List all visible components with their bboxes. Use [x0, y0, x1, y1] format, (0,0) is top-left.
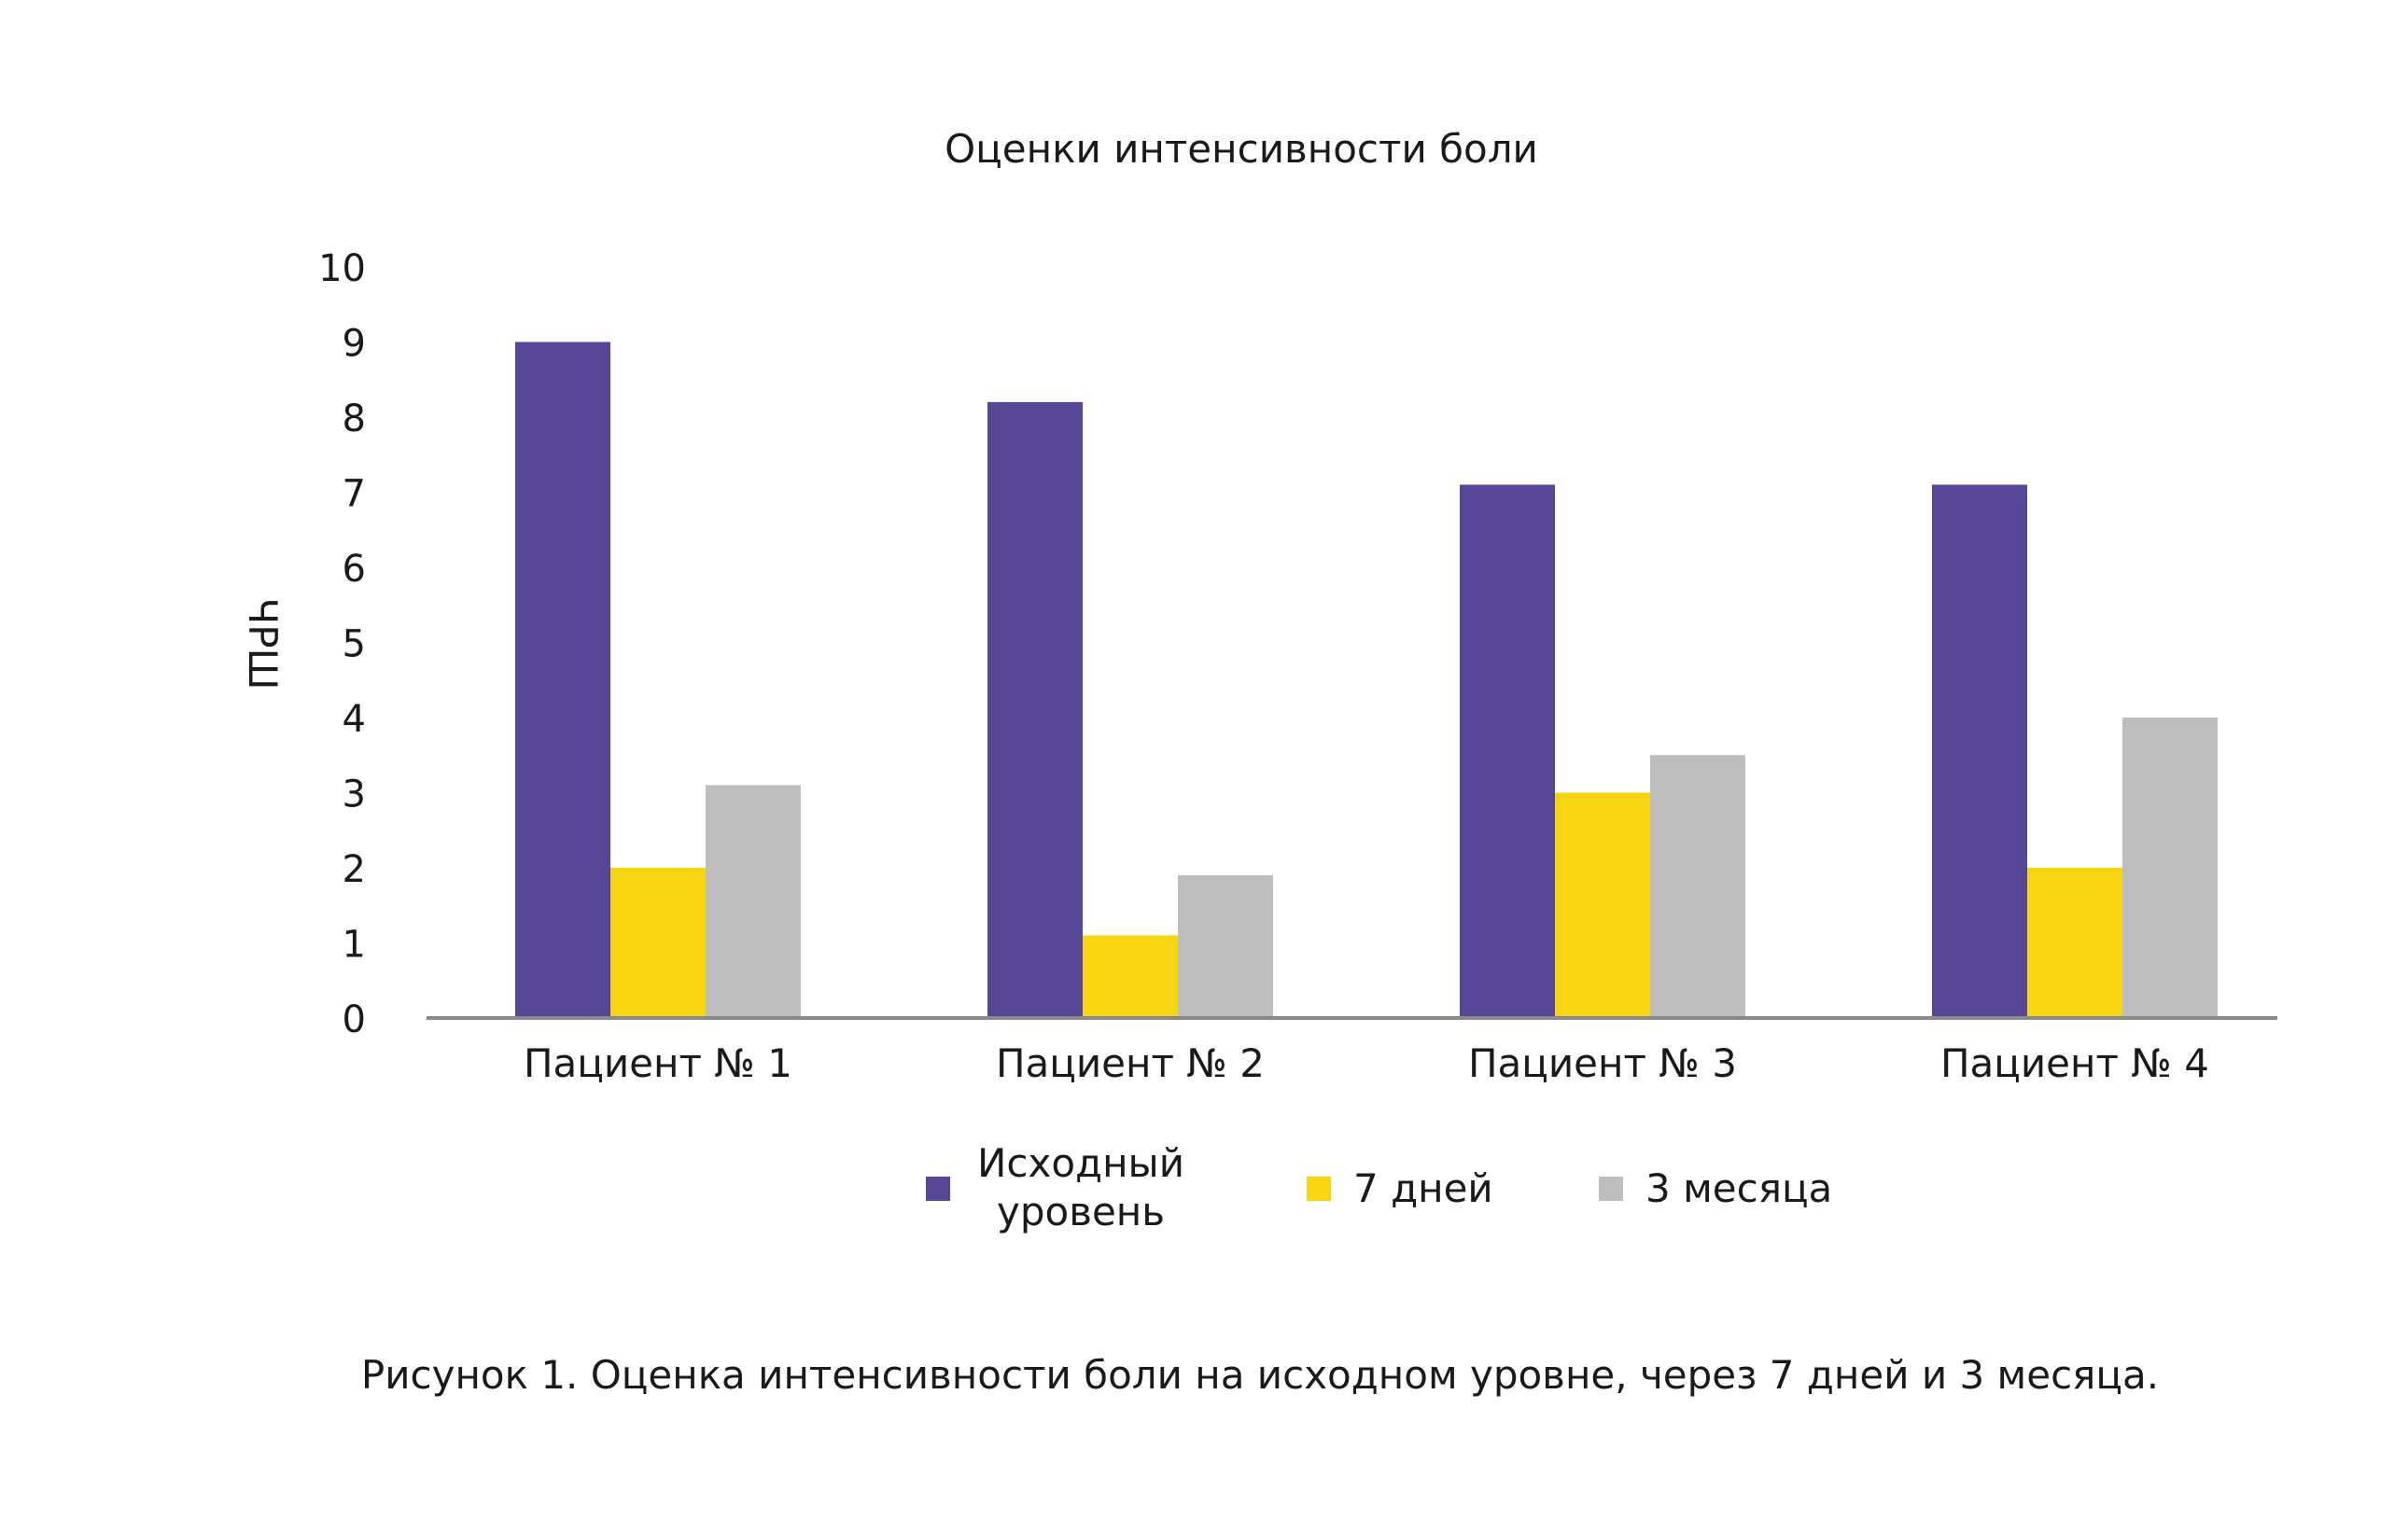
- legend-label-line: уровень: [997, 1189, 1165, 1234]
- bar: [2122, 718, 2218, 1018]
- bar: [1650, 755, 1745, 1018]
- legend-label-line: 3 месяца: [1645, 1165, 1832, 1211]
- legend-swatch: [1599, 1177, 1623, 1201]
- legend-label: Исходный уровень: [977, 1140, 1184, 1234]
- y-tick-label: 8: [343, 397, 366, 440]
- y-tick-label: 6: [343, 548, 366, 591]
- bar: [1178, 875, 1273, 1018]
- x-tick-label: Пациент № 4: [1940, 1040, 2209, 1086]
- y-tick-label: 7: [343, 473, 366, 516]
- legend-swatch: [926, 1177, 950, 1201]
- y-tick-label: 4: [343, 698, 366, 741]
- x-tick-label: Пациент № 3: [1468, 1040, 1737, 1086]
- bar: [987, 401, 1083, 1018]
- y-tick-label: 5: [343, 623, 366, 666]
- x-tick-label: Пациент № 2: [996, 1040, 1265, 1086]
- legend-label-line: 7 дней: [1353, 1165, 1493, 1211]
- chart-title: Оценки интенсивности боли: [945, 126, 1538, 172]
- legend-label-line: Исходный: [977, 1140, 1184, 1186]
- bars: [515, 342, 2218, 1018]
- bar: [1083, 935, 1178, 1018]
- y-tick-label: 1: [343, 924, 366, 967]
- y-tick-label: 0: [343, 998, 366, 1041]
- legend: Исходный уровень 7 дней 3 месяца: [926, 1140, 1832, 1234]
- bar: [515, 342, 610, 1018]
- x-tick-label: Пациент № 1: [524, 1040, 792, 1086]
- y-axis-label: ЧРШ: [240, 597, 286, 690]
- legend-label: 7 дней: [1353, 1165, 1493, 1211]
- y-tick-label: 3: [343, 774, 366, 816]
- legend-label: 3 месяца: [1645, 1165, 1832, 1211]
- figure-caption: Рисунок 1. Оценка интенсивности боли на …: [361, 1352, 2159, 1398]
- y-tick-label: 10: [318, 247, 366, 290]
- bar: [1555, 792, 1650, 1018]
- bar: [706, 785, 801, 1018]
- bar: [1932, 484, 2027, 1018]
- x-axis-ticks: Пациент № 1 Пациент № 2 Пациент № 3 Пациент…: [524, 1040, 2209, 1086]
- y-axis-ticks: 0 1 2 3 4 5 6 7 8 9 10: [318, 247, 366, 1041]
- legend-swatch: [1307, 1177, 1331, 1201]
- y-tick-label: 9: [343, 323, 366, 366]
- bar: [1460, 484, 1555, 1018]
- y-tick-label: 2: [343, 848, 366, 891]
- bar: [610, 868, 706, 1018]
- bar: [2027, 868, 2122, 1018]
